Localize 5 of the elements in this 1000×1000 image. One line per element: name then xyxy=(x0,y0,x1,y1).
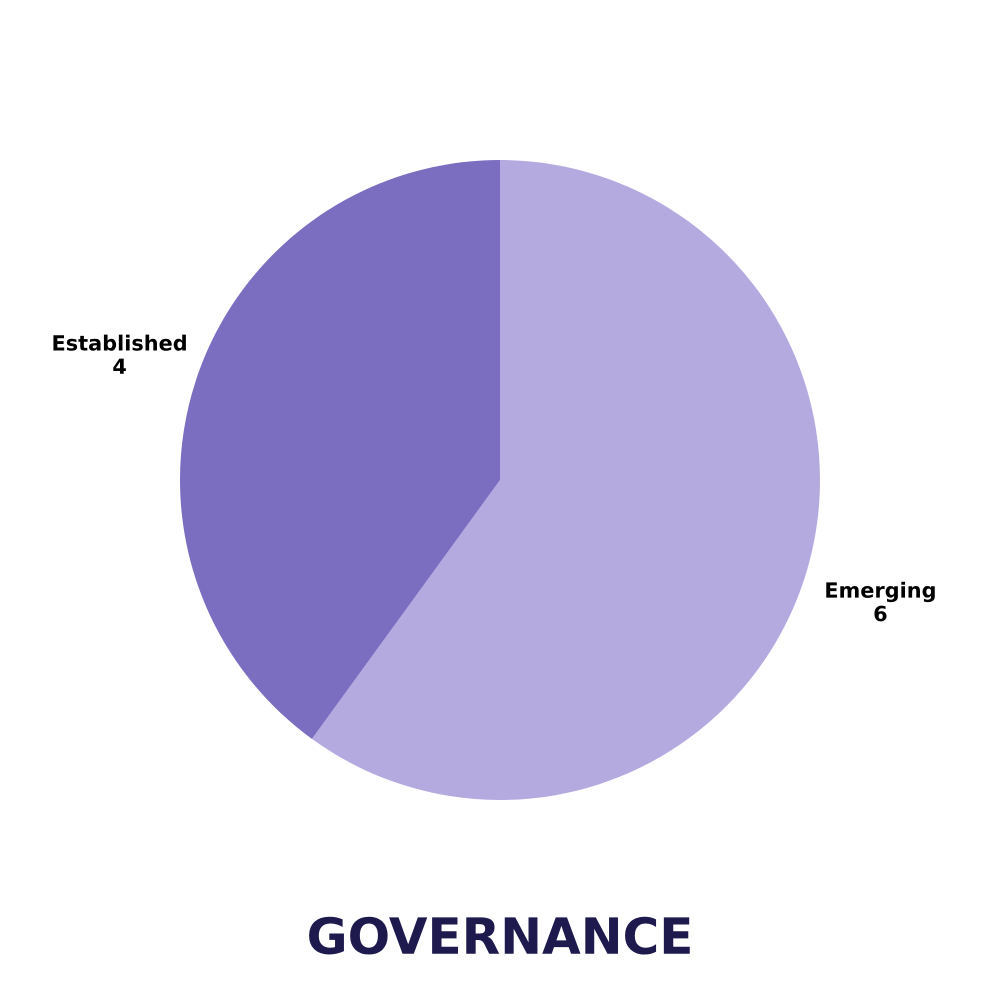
slice-label: Established xyxy=(53,334,186,351)
data-label: 4 xyxy=(113,358,126,374)
text: GOVERNANCE xyxy=(309,916,690,955)
slice-label: Emerging xyxy=(826,582,935,602)
data-label: 6 xyxy=(874,606,887,622)
